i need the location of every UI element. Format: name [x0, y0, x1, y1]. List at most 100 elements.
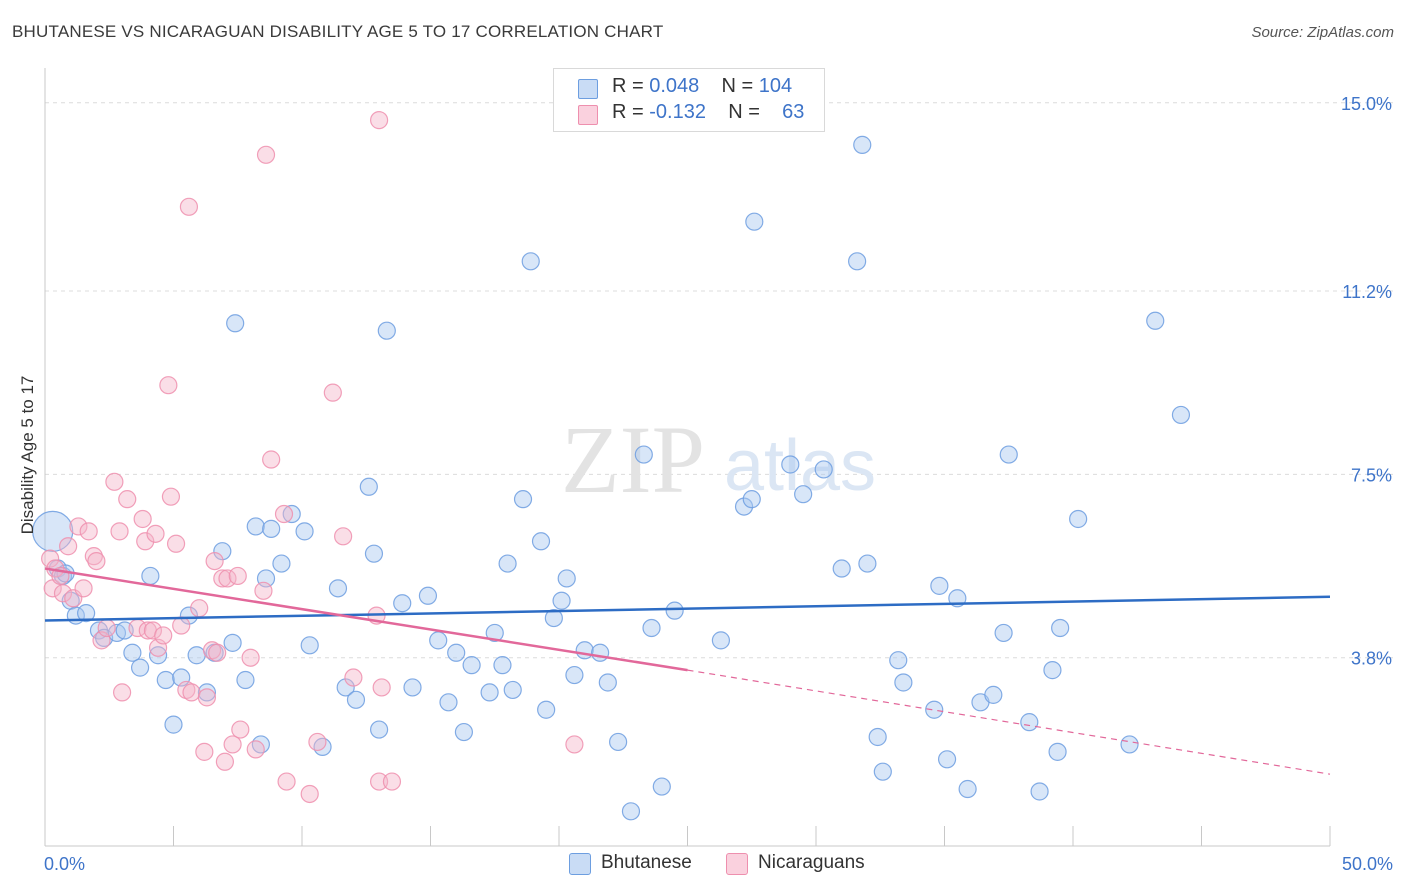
point-nicaraguans	[154, 626, 173, 645]
point-bhutanese	[642, 618, 661, 638]
point-bhutanese	[889, 651, 908, 670]
point-bhutanese	[418, 586, 438, 605]
point-bhutanese	[745, 212, 764, 231]
point-bhutanese	[1146, 311, 1165, 330]
legend-swatch-nicaraguans	[578, 105, 598, 125]
bottom-legend-label-bhutanese: Bhutanese	[601, 852, 692, 873]
point-bhutanese	[370, 720, 389, 739]
point-nicaraguans	[53, 584, 73, 603]
point-bhutanese	[498, 554, 517, 573]
point-bhutanese	[832, 559, 851, 578]
trend-line-bhutanese	[44, 595, 1331, 622]
point-bhutanese	[513, 490, 533, 509]
n-value: 104	[758, 75, 793, 97]
point-bhutanese	[213, 542, 232, 561]
point-nicaraguans	[308, 732, 327, 752]
bottom-legend-label-nicaraguans: Nicaraguans	[758, 852, 865, 873]
legend-swatch-bhutanese	[578, 79, 598, 99]
r-label: R =	[612, 101, 644, 123]
point-bhutanese	[447, 643, 466, 662]
point-bhutanese	[32, 510, 74, 552]
trend-lines	[44, 567, 1331, 775]
point-bhutanese	[262, 519, 281, 538]
point-nicaraguans	[195, 742, 214, 761]
point-bhutanese	[359, 477, 378, 496]
x-tick-label: 50.0%	[1342, 854, 1393, 874]
point-bhutanese	[313, 737, 332, 757]
point-nicaraguans	[133, 509, 152, 529]
r-value: 0.048	[649, 75, 700, 97]
point-nicaraguans	[334, 527, 353, 546]
point-nicaraguans	[323, 383, 342, 402]
point-bhutanese	[480, 683, 499, 702]
point-bhutanese	[1030, 782, 1049, 801]
point-bhutanese	[272, 554, 291, 573]
trend-line-dashed-nicaraguans	[687, 669, 1331, 775]
point-bhutanese	[336, 678, 355, 697]
legend-text-nicaraguans: R = -0.132 N = 63	[612, 101, 804, 124]
point-nicaraguans	[110, 522, 129, 541]
correlation-legend: R = 0.048 N = 104 R = -0.132 N = 63	[553, 68, 825, 132]
chart-title: BHUTANESE VS NICARAGUAN DISABILITY AGE 5…	[12, 22, 664, 41]
trend-line-nicaraguans	[44, 567, 688, 672]
r-label: R =	[612, 75, 644, 97]
point-nicaraguans	[382, 772, 402, 791]
point-bhutanese	[781, 455, 800, 474]
point-bhutanese	[591, 643, 610, 662]
watermark-zip: ZIP	[561, 406, 705, 513]
scatter-points	[32, 111, 1191, 821]
bottom-legend-swatch-bhutanese	[569, 853, 591, 875]
point-bhutanese	[197, 683, 217, 702]
point-bhutanese	[300, 636, 319, 655]
point-bhutanese	[429, 631, 448, 650]
point-bhutanese	[156, 670, 175, 690]
point-bhutanese	[937, 750, 957, 769]
point-nicaraguans	[208, 643, 227, 662]
point-nicaraguans	[370, 772, 389, 791]
point-bhutanese	[454, 722, 474, 742]
watermark-atlas: atlas	[724, 426, 876, 506]
point-bhutanese	[226, 314, 245, 333]
point-bhutanese	[462, 656, 481, 675]
point-bhutanese	[1020, 713, 1039, 732]
point-bhutanese	[1120, 735, 1139, 754]
point-nicaraguans	[241, 648, 260, 667]
point-bhutanese	[1069, 509, 1088, 529]
point-nicaraguans	[254, 581, 273, 600]
r-value: -0.132	[649, 101, 706, 123]
point-bhutanese	[295, 522, 314, 541]
point-nicaraguans	[197, 688, 217, 707]
point-bhutanese	[439, 693, 458, 712]
n-label: N =	[721, 75, 754, 97]
point-bhutanese	[246, 517, 265, 536]
bottom-legend-swatch-nicaraguans	[726, 853, 748, 875]
point-bhutanese	[179, 606, 199, 625]
axis-labels: 3.8% 7.5% 11.2% 15.0% 0.0% 50.0% Disability Ag…	[18, 94, 1393, 874]
point-bhutanese	[141, 566, 160, 586]
point-nicaraguans	[161, 487, 181, 506]
n-label: N =	[728, 101, 760, 123]
point-nicaraguans	[344, 668, 363, 687]
point-bhutanese	[575, 641, 594, 660]
point-nicaraguans	[213, 569, 232, 588]
point-bhutanese	[814, 460, 833, 479]
x-tick-label: 0.0%	[44, 854, 85, 874]
point-nicaraguans	[205, 551, 224, 571]
point-nicaraguans	[179, 197, 199, 216]
point-nicaraguans	[136, 532, 155, 551]
point-nicaraguans	[231, 720, 250, 739]
point-bhutanese	[544, 608, 563, 628]
point-bhutanese	[853, 135, 872, 154]
point-bhutanese	[123, 643, 142, 662]
point-bhutanese	[930, 576, 949, 595]
legend-text-bhutanese: R = 0.048 N = 104	[612, 75, 792, 98]
point-bhutanese	[621, 802, 641, 821]
point-bhutanese	[1171, 405, 1191, 425]
point-bhutanese	[958, 779, 977, 799]
point-bhutanese	[521, 252, 540, 271]
point-bhutanese	[925, 700, 944, 719]
point-nicaraguans	[112, 683, 132, 702]
point-bhutanese	[251, 735, 270, 754]
point-bhutanese	[187, 646, 206, 665]
